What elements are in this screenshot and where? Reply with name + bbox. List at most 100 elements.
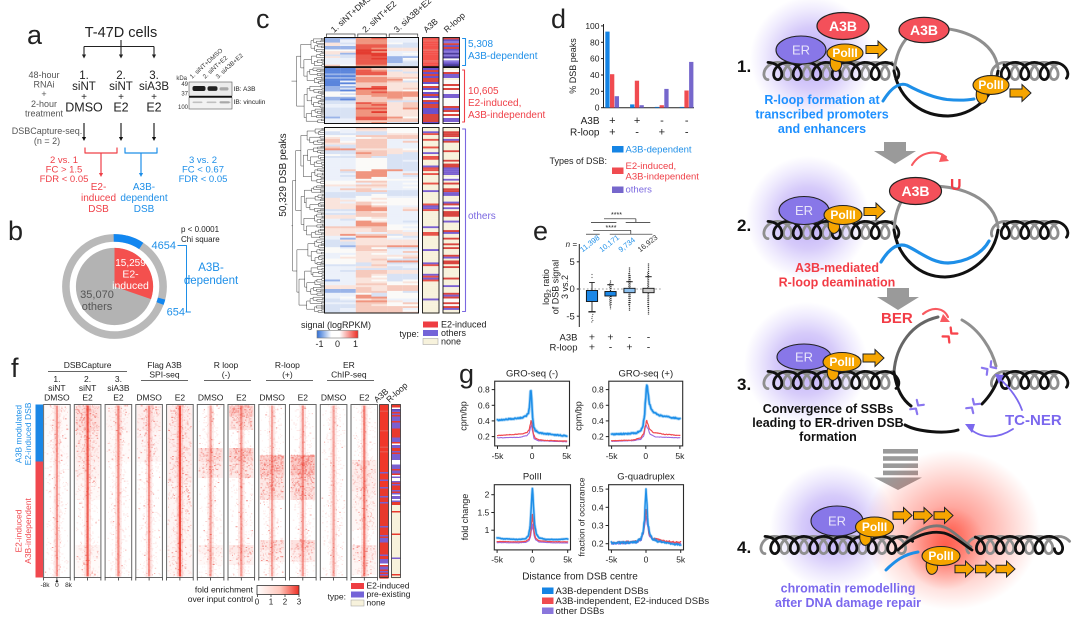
svg-text:chromatin remodelling: chromatin remodelling	[781, 582, 916, 596]
svg-text:pre-existing: pre-existing	[367, 589, 411, 599]
svg-text:others: others	[468, 211, 496, 222]
svg-text:15,259: 15,259	[115, 258, 146, 269]
svg-text:-5k: -5k	[606, 451, 619, 461]
svg-text:0.5: 0.5	[592, 484, 604, 494]
svg-text:0: 0	[643, 451, 648, 461]
svg-text:0: 0	[570, 284, 575, 295]
svg-text:-5: -5	[566, 311, 574, 322]
svg-text:10,605: 10,605	[468, 86, 499, 97]
svg-text:0: 0	[530, 451, 535, 461]
svg-text:40: 40	[590, 70, 600, 80]
svg-text:60: 60	[590, 54, 600, 64]
svg-text:E2-induced: E2-induced	[14, 509, 24, 552]
svg-text:A3B-dependent: A3B-dependent	[626, 145, 692, 156]
svg-text:1.5: 1.5	[477, 508, 489, 518]
svg-text:A3B-dependent DSBs: A3B-dependent DSBs	[556, 586, 649, 597]
svg-text:E2: E2	[359, 393, 370, 403]
svg-text:5: 5	[570, 257, 575, 268]
svg-text:E2-: E2-	[122, 269, 139, 281]
svg-text:PolII: PolII	[523, 472, 542, 483]
svg-text:A3B-independent: A3B-independent	[468, 110, 546, 121]
svg-text:3 vs.2: 3 vs.2	[560, 275, 570, 299]
svg-text:b: b	[8, 216, 23, 246]
svg-text:g: g	[459, 359, 474, 389]
svg-text:2: 2	[485, 490, 490, 500]
svg-text:-: -	[660, 115, 664, 127]
svg-text:0: 0	[255, 598, 260, 607]
svg-text:5k: 5k	[675, 451, 685, 461]
svg-text:0: 0	[335, 339, 340, 349]
svg-text:none: none	[441, 337, 461, 347]
svg-text:transcribed promoters: transcribed promoters	[755, 108, 888, 122]
svg-text:formation: formation	[799, 430, 857, 444]
svg-text:****: ****	[611, 212, 622, 219]
svg-text:E2: E2	[175, 393, 186, 403]
svg-text:siNT: siNT	[109, 81, 133, 93]
svg-text:E2-induced: E2-induced	[367, 581, 410, 591]
svg-text:PolII: PolII	[832, 46, 857, 60]
svg-text:50,329 DSB peaks: 50,329 DSB peaks	[278, 133, 289, 216]
svg-text:IB: A3B: IB: A3B	[234, 86, 257, 93]
svg-text:A3B: A3B	[910, 22, 938, 38]
svg-text:DMSO: DMSO	[44, 393, 70, 403]
svg-text:1: 1	[485, 525, 490, 535]
svg-text:100: 100	[178, 105, 189, 111]
svg-text:+: +	[589, 332, 595, 344]
svg-text:16,923: 16,923	[636, 233, 660, 254]
svg-text:% DSB peaks: % DSB peaks	[568, 38, 578, 94]
svg-text:FDR < 0.05: FDR < 0.05	[179, 174, 228, 185]
svg-text:37: 37	[181, 92, 188, 98]
svg-text:0.4: 0.4	[592, 502, 604, 512]
svg-text:DMSO: DMSO	[198, 393, 224, 403]
svg-text:of DSB signal: of DSB signal	[551, 260, 561, 315]
svg-text:-5k: -5k	[492, 451, 505, 461]
svg-text:5k: 5k	[562, 451, 572, 461]
svg-text:E2-induced DSB: E2-induced DSB	[23, 402, 33, 465]
svg-text:Types of DSB:: Types of DSB:	[549, 156, 607, 166]
svg-text:ER: ER	[795, 350, 813, 365]
svg-text:A3B-mediated: A3B-mediated	[795, 261, 879, 275]
svg-text:(-): (-)	[222, 370, 231, 380]
svg-text:ER: ER	[795, 203, 813, 218]
svg-text:A3B: A3B	[560, 333, 578, 344]
svg-text:+: +	[151, 92, 157, 103]
svg-text:8k: 8k	[65, 582, 73, 589]
svg-text:-5k: -5k	[491, 555, 504, 565]
svg-text:E2: E2	[113, 101, 128, 115]
svg-text:3.: 3.	[737, 375, 751, 394]
svg-text:2.: 2.	[116, 70, 126, 82]
svg-text:35,070: 35,070	[80, 289, 114, 301]
svg-text:other DSBs: other DSBs	[556, 606, 605, 617]
svg-text:DMSO: DMSO	[136, 393, 162, 403]
svg-text:1.: 1.	[737, 57, 751, 76]
svg-text:PolII: PolII	[928, 549, 953, 563]
svg-text:PolII: PolII	[830, 208, 855, 222]
svg-text:DSB: DSB	[88, 204, 109, 215]
svg-text:0: 0	[55, 582, 59, 589]
svg-text:siNT: siNT	[79, 383, 96, 393]
svg-text:E2-induced,: E2-induced,	[626, 161, 677, 172]
svg-text:fold enrichment: fold enrichment	[195, 585, 254, 595]
svg-text:SPI-seq: SPI-seq	[149, 370, 180, 380]
svg-text:cpm/bp: cpm/bp	[574, 401, 584, 431]
svg-text:p < 0.0001: p < 0.0001	[181, 225, 220, 234]
svg-text:E2: E2	[236, 393, 247, 403]
svg-text:+: +	[589, 342, 595, 354]
svg-text:A3B-dependent: A3B-dependent	[468, 51, 538, 62]
svg-text:A3B: A3B	[829, 18, 857, 34]
svg-text:d: d	[551, 4, 566, 34]
svg-text:-: -	[647, 342, 651, 354]
svg-text:signal (logRPKM): signal (logRPKM)	[301, 320, 371, 330]
svg-text:leading to ER-driven DSB: leading to ER-driven DSB	[752, 416, 903, 430]
svg-text:(+): (+)	[282, 370, 293, 380]
svg-text:RNAi: RNAi	[33, 80, 54, 90]
svg-text:49: 49	[181, 82, 188, 88]
svg-text:induced: induced	[81, 193, 116, 204]
svg-text:a: a	[27, 20, 43, 50]
svg-text:ChIP-seq: ChIP-seq	[331, 370, 367, 380]
svg-text:DSBCapture-seq.: DSBCapture-seq.	[12, 126, 83, 136]
svg-text:DMSO: DMSO	[259, 393, 285, 403]
svg-text:0.4: 0.4	[478, 416, 490, 426]
svg-text:80: 80	[590, 37, 600, 47]
svg-text:E2-induced: E2-induced	[441, 320, 487, 330]
